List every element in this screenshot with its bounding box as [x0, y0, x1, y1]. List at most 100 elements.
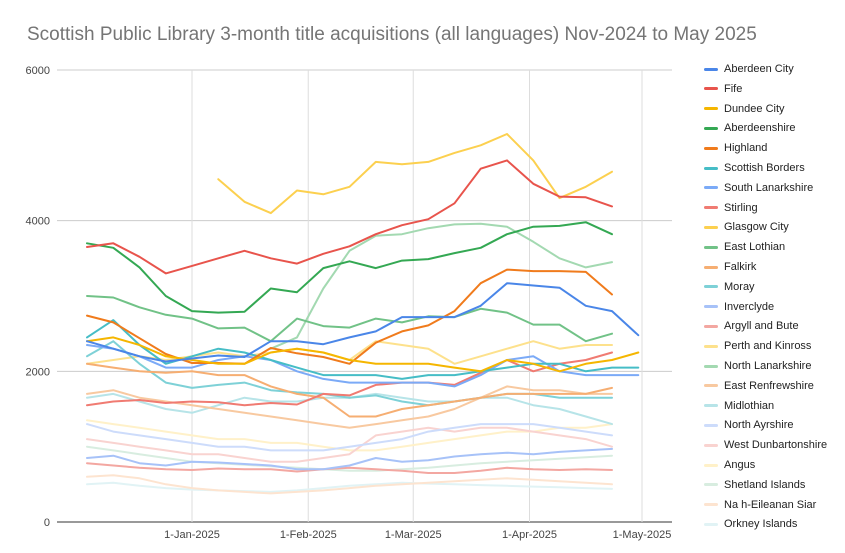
series-line-east-renfrewshire — [86, 385, 613, 429]
legend-swatch — [704, 225, 718, 229]
legend-item-south-lanarkshire[interactable]: South Lanarkshire — [704, 180, 813, 196]
legend-label: Orkney Islands — [724, 518, 798, 531]
legend-swatch — [704, 522, 718, 526]
legend-item-argyll-and-bute[interactable]: Argyll and Bute — [704, 318, 799, 334]
series-line-north-lanarkshire — [269, 222, 613, 350]
legend-swatch — [704, 443, 718, 447]
legend-label: Falkirk — [724, 261, 757, 273]
legend-item-north-ayrshire[interactable]: North Ayrshire — [704, 417, 794, 433]
legend-swatch — [704, 265, 718, 269]
legend-item-aberdeenshire[interactable]: Aberdeenshire — [704, 120, 796, 136]
legend-label: Aberdeenshire — [724, 122, 796, 135]
legend-swatch — [704, 503, 718, 507]
series-line-na-h-eileanan-siar — [86, 474, 613, 495]
legend-swatch — [704, 126, 718, 130]
legend-swatch — [704, 206, 718, 210]
x-tick-label: 1-Jan-2025 — [164, 529, 220, 541]
chart-title: Scottish Public Library 3-month title ac… — [27, 24, 757, 45]
legend-swatch — [704, 404, 718, 408]
series-line-angus — [86, 419, 613, 452]
legend-item-west-dunbartonshire[interactable]: West Dunbartonshire — [704, 437, 827, 453]
legend-swatch — [704, 67, 718, 71]
legend-label: West Dunbartonshire — [724, 439, 828, 452]
legend-swatch — [704, 107, 718, 111]
x-tick-label: 1-Mar-2025 — [385, 529, 442, 541]
series-line-aberdeen-city — [86, 282, 640, 363]
legend-item-east-renfrewshire[interactable]: East Renfrewshire — [704, 378, 814, 394]
legend-swatch — [704, 305, 718, 309]
legend-item-na-h-eileanan-siar[interactable]: Na h-Eileanan Siar — [704, 497, 816, 513]
series-line-dundee-city — [86, 336, 640, 373]
legend-label: North Lanarkshire — [724, 360, 812, 372]
series-line-aberdeenshire — [86, 221, 613, 314]
series-line-argyll-and-bute — [86, 462, 613, 474]
legend-swatch — [704, 423, 718, 427]
legend-label: Moray — [724, 280, 755, 293]
legend-swatch — [704, 245, 718, 249]
legend-swatch — [704, 87, 718, 91]
legend-swatch — [704, 146, 718, 150]
series-line-stirling — [86, 351, 613, 407]
legend-label: Scottish Borders — [724, 162, 805, 174]
legend-label: South Lanarkshire — [724, 181, 814, 194]
legend-item-north-lanarkshire[interactable]: North Lanarkshire — [704, 358, 811, 374]
series-line-glasgow-city — [217, 133, 613, 215]
legend-label: Aberdeen City — [724, 63, 794, 75]
legend-label: Glasgow City — [724, 221, 789, 234]
legend-item-highland[interactable]: Highland — [704, 140, 767, 156]
series-line-east-lothian — [86, 295, 613, 343]
legend-item-shetland-islands[interactable]: Shetland Islands — [704, 477, 805, 493]
series-line-inverclyde — [86, 447, 613, 471]
legend-item-east-lothian[interactable]: East Lothian — [704, 239, 785, 255]
series-line-north-ayrshire — [86, 423, 613, 452]
legend-swatch — [704, 324, 718, 328]
y-tick-label: 2000 — [26, 366, 50, 378]
legend-item-fife[interactable]: Fife — [704, 81, 742, 97]
legend-label: North Ayrshire — [724, 419, 794, 432]
legend-item-stirling[interactable]: Stirling — [704, 200, 758, 216]
x-tick-label: 1-Feb-2025 — [280, 529, 337, 541]
legend-item-dundee-city[interactable]: Dundee City — [704, 101, 785, 117]
legend-item-orkney-islands[interactable]: Orkney Islands — [704, 516, 797, 532]
legend-item-moray[interactable]: Moray — [704, 279, 755, 295]
legend-label: Argyll and Bute — [724, 320, 799, 333]
legend-item-scottish-borders[interactable]: Scottish Borders — [704, 160, 805, 176]
legend-swatch — [704, 285, 718, 289]
y-tick-label: 6000 — [26, 65, 50, 77]
series-line-fife — [86, 159, 613, 275]
legend-item-glasgow-city[interactable]: Glasgow City — [704, 219, 789, 235]
legend-label: Shetland Islands — [724, 478, 806, 491]
legend-item-perth-and-kinross[interactable]: Perth and Kinross — [704, 338, 811, 354]
legend-label: Dundee City — [724, 102, 785, 115]
series-line-highland — [86, 268, 613, 365]
series-line-shetland-islands — [86, 445, 613, 472]
legend-swatch — [704, 166, 718, 170]
legend-item-midlothian[interactable]: Midlothian — [704, 398, 774, 414]
gridlines — [57, 69, 672, 523]
legend-item-falkirk[interactable]: Falkirk — [704, 259, 756, 275]
legend-swatch — [704, 186, 718, 190]
series-lines — [86, 133, 640, 495]
series-line-falkirk — [86, 362, 613, 418]
legend-label: Na h-Eileanan Siar — [724, 498, 817, 511]
legend-swatch — [704, 344, 718, 348]
legend-item-aberdeen-city[interactable]: Aberdeen City — [704, 61, 794, 77]
legend-label: East Lothian — [724, 241, 786, 254]
axis-labels: 0 2000 4000 6000 1-Jan-2025 1-Feb-2025 1-Mar-2… — [26, 65, 672, 541]
legend-label: Fife — [724, 82, 743, 95]
legend-label: East Renfrewshire — [724, 379, 814, 392]
legend-item-inverclyde[interactable]: Inverclyde — [704, 299, 774, 315]
legend-swatch — [704, 483, 718, 487]
series-line-west-dunbartonshire — [86, 426, 613, 463]
y-tick-label: 0 — [44, 517, 50, 529]
legend-label: Highland — [724, 142, 768, 155]
x-tick-label: 1-May-2025 — [613, 529, 672, 541]
series-line-orkney-islands — [86, 481, 613, 493]
legend-label: Stirling — [724, 201, 758, 214]
legend-item-angus[interactable]: Angus — [704, 457, 755, 473]
legend-label: Inverclyde — [724, 300, 775, 313]
legend-swatch — [704, 463, 718, 467]
legend-swatch — [704, 384, 718, 388]
x-tick-label: 1-Apr-2025 — [502, 529, 557, 541]
